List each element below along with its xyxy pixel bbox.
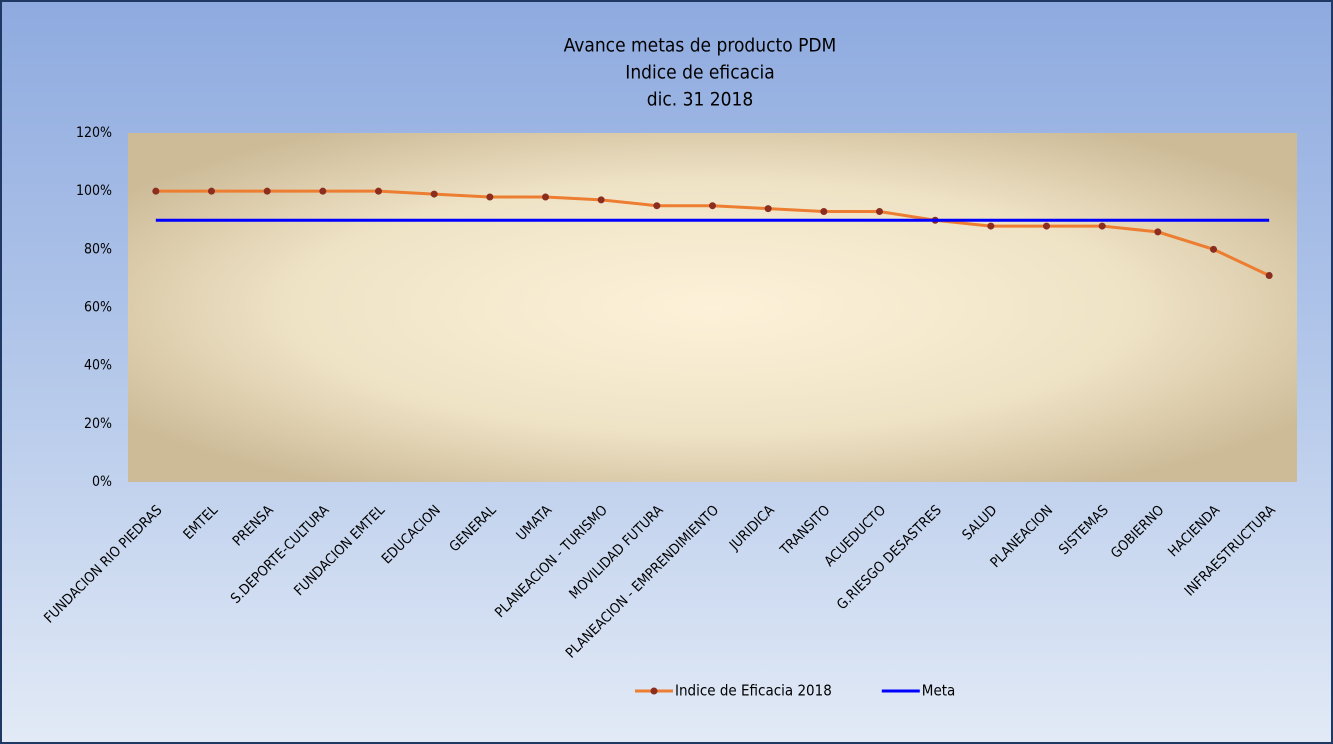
plot-area [128,133,1297,482]
point [208,187,215,195]
point [820,208,828,216]
point [1043,222,1050,230]
point [1210,245,1217,253]
point [430,190,438,198]
y-tick-label: 100% [76,183,112,199]
legend-label: Meta [922,682,956,700]
y-tick-label: 120% [76,125,112,141]
point [764,205,772,213]
point [263,187,271,195]
point [1154,228,1162,236]
point [987,222,995,230]
y-tick-label: 0% [92,474,112,490]
point [486,193,494,201]
legend-label: Indice de Eficacia 2018 [675,682,832,700]
point [1098,222,1106,230]
point [152,187,160,195]
point [542,193,549,201]
chart-title: dic. 31 2018 [647,89,754,111]
point [709,202,716,210]
chart-title: Avance metas de producto PDM [564,35,837,57]
point [319,187,327,195]
y-tick-label: 60% [84,300,112,316]
point [375,187,382,195]
point [653,202,661,210]
point [1265,272,1273,280]
y-tick-label: 20% [84,416,112,432]
legend-marker [650,687,658,695]
y-tick-label: 80% [84,241,112,257]
y-tick-label: 40% [84,358,112,374]
chart-title: Indice de eficacia [625,62,774,84]
point [597,196,605,204]
point [876,208,883,216]
